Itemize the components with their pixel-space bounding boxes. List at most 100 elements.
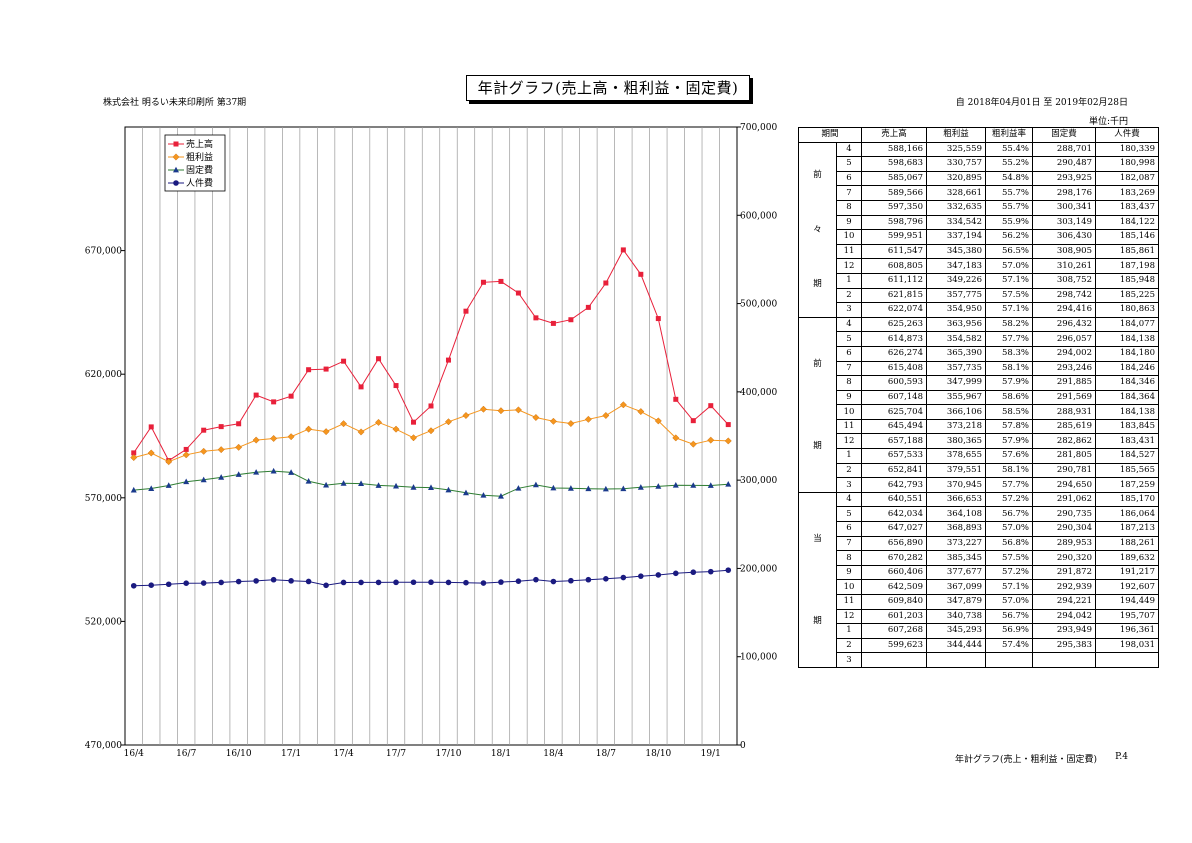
month-cell: 2 [836, 637, 862, 654]
point-marker [358, 384, 364, 390]
value-cell: 585,067 [861, 170, 927, 187]
table-row: 前々期 4 588,166 325,559 55.4% 288,701 180,339 [798, 141, 1159, 318]
table-row: 10 625,704 366,106 58.5% 288,931 184,138 [799, 404, 1159, 420]
point-marker [620, 485, 627, 492]
point-marker [253, 469, 260, 475]
point-marker [707, 482, 714, 488]
point-marker [673, 570, 679, 577]
point-marker [173, 141, 179, 147]
month-cell: 2 [836, 462, 862, 479]
value-cell: 196,361 [1095, 623, 1159, 639]
x-tick-label: 17/10 [436, 749, 462, 759]
right-tick-label: 400,000 [740, 388, 777, 398]
right-tick-label: 600,000 [740, 211, 777, 221]
value-cell: 57.5% [985, 550, 1033, 566]
point-marker [568, 577, 574, 584]
value-cell: 294,221 [1032, 594, 1096, 610]
left-tick-label: 570,000 [85, 494, 122, 504]
point-marker [638, 573, 644, 579]
table-row: 11 609,840 347,879 57.0% 294,221 194,449 [799, 594, 1159, 610]
point-marker [515, 485, 522, 491]
point-marker [173, 166, 179, 173]
table-header: 期間 [798, 127, 862, 143]
table-row: 2 599,623 344,444 57.4% 295,383 198,031 [799, 637, 1159, 654]
value-cell: 186,064 [1095, 506, 1159, 523]
point-marker [305, 478, 312, 484]
point-marker [725, 422, 731, 428]
value-cell: 57.9% [985, 375, 1033, 391]
table-row: 8 597,350 332,635 55.7% 300,341 183,437 [799, 199, 1159, 216]
value-cell: 308,752 [1032, 272, 1096, 289]
point-marker [288, 393, 294, 399]
point-marker [393, 383, 399, 389]
point-marker [532, 481, 539, 488]
point-marker [497, 493, 504, 499]
table-row: 8 670,282 385,345 57.5% 290,320 189,632 [799, 550, 1159, 566]
value-cell: 589,566 [861, 185, 927, 201]
annual-trend-chart: 470,000 520,000 570,000 620,000 670,000 0 100,… [85, 123, 778, 759]
table-header: 売上高 [861, 127, 927, 143]
point-marker [585, 485, 592, 492]
value-cell: 185,948 [1095, 272, 1159, 289]
month-cell: 12 [836, 258, 862, 274]
table-row: 11 645,494 373,218 57.8% 285,619 183,845 [799, 418, 1159, 435]
value-cell: 379,551 [926, 462, 986, 479]
table-row: 2 652,841 379,551 58.1% 290,781 185,565 [799, 462, 1159, 479]
point-marker [462, 489, 469, 496]
point-marker [550, 484, 557, 491]
table-row: 6 626,274 365,390 58.3% 294,002 184,180 [799, 345, 1159, 362]
value-cell: 303,149 [1032, 214, 1096, 231]
month-cell: 7 [836, 535, 862, 552]
point-marker [673, 396, 679, 402]
left-tick-label: 670,000 [85, 247, 122, 257]
value-cell: 184,527 [1095, 448, 1159, 464]
point-marker [689, 440, 697, 448]
value-cell: 184,364 [1095, 389, 1159, 406]
point-marker [567, 420, 575, 428]
month-cell: 1 [836, 448, 862, 464]
point-marker [480, 580, 487, 586]
value-cell: 366,653 [926, 491, 986, 508]
value-cell: 357,775 [926, 287, 986, 304]
value-cell: 291,872 [1032, 564, 1096, 581]
value-cell: 344,444 [926, 637, 986, 654]
value-cell: 187,198 [1095, 258, 1159, 274]
point-marker [288, 578, 294, 584]
point-marker [270, 467, 277, 474]
report-title: 年計グラフ(売上高・粗利益・固定費) [466, 75, 750, 101]
table-row: 5 614,873 354,582 57.7% 296,057 184,138 [799, 331, 1159, 347]
point-marker [253, 578, 259, 584]
value-cell: 300,341 [1032, 199, 1096, 216]
value-cell: 291,569 [1032, 389, 1096, 406]
month-cell: 3 [836, 302, 862, 318]
value-cell: 334,542 [926, 214, 986, 231]
value-cell: 640,551 [861, 491, 927, 508]
value-cell: 290,304 [1032, 521, 1096, 537]
value-cell: 184,077 [1095, 316, 1159, 333]
table-row: 8 600,593 347,999 57.9% 291,885 184,346 [799, 375, 1159, 391]
table-row: 当期 4 640,551 366,653 57.2% 291,062 185,170 [798, 491, 1159, 668]
value-cell: 192,607 [1095, 579, 1159, 595]
point-marker [358, 480, 365, 487]
x-tick-label: 16/10 [226, 749, 252, 759]
value-cell: 337,194 [926, 229, 986, 245]
value-cell: 598,683 [861, 156, 927, 172]
point-marker [183, 478, 190, 485]
value-cell [861, 652, 927, 668]
table-header: 粗利益 [926, 127, 986, 143]
point-marker [218, 579, 224, 586]
plot-area [124, 126, 738, 746]
point-marker [148, 582, 155, 589]
point-marker [147, 449, 155, 457]
point-marker [707, 568, 714, 575]
table-row: 12 657,188 380,365 57.9% 282,862 183,431 [799, 433, 1159, 450]
month-cell: 12 [836, 433, 862, 450]
right-tick-label: 100,000 [740, 653, 777, 663]
left-tick-label: 470,000 [85, 741, 122, 751]
value-cell: 298,176 [1032, 185, 1096, 201]
month-cell: 9 [836, 389, 862, 406]
point-marker [479, 405, 487, 413]
point-marker [392, 425, 400, 433]
point-marker [602, 412, 610, 419]
value-cell: 378,655 [926, 448, 986, 464]
